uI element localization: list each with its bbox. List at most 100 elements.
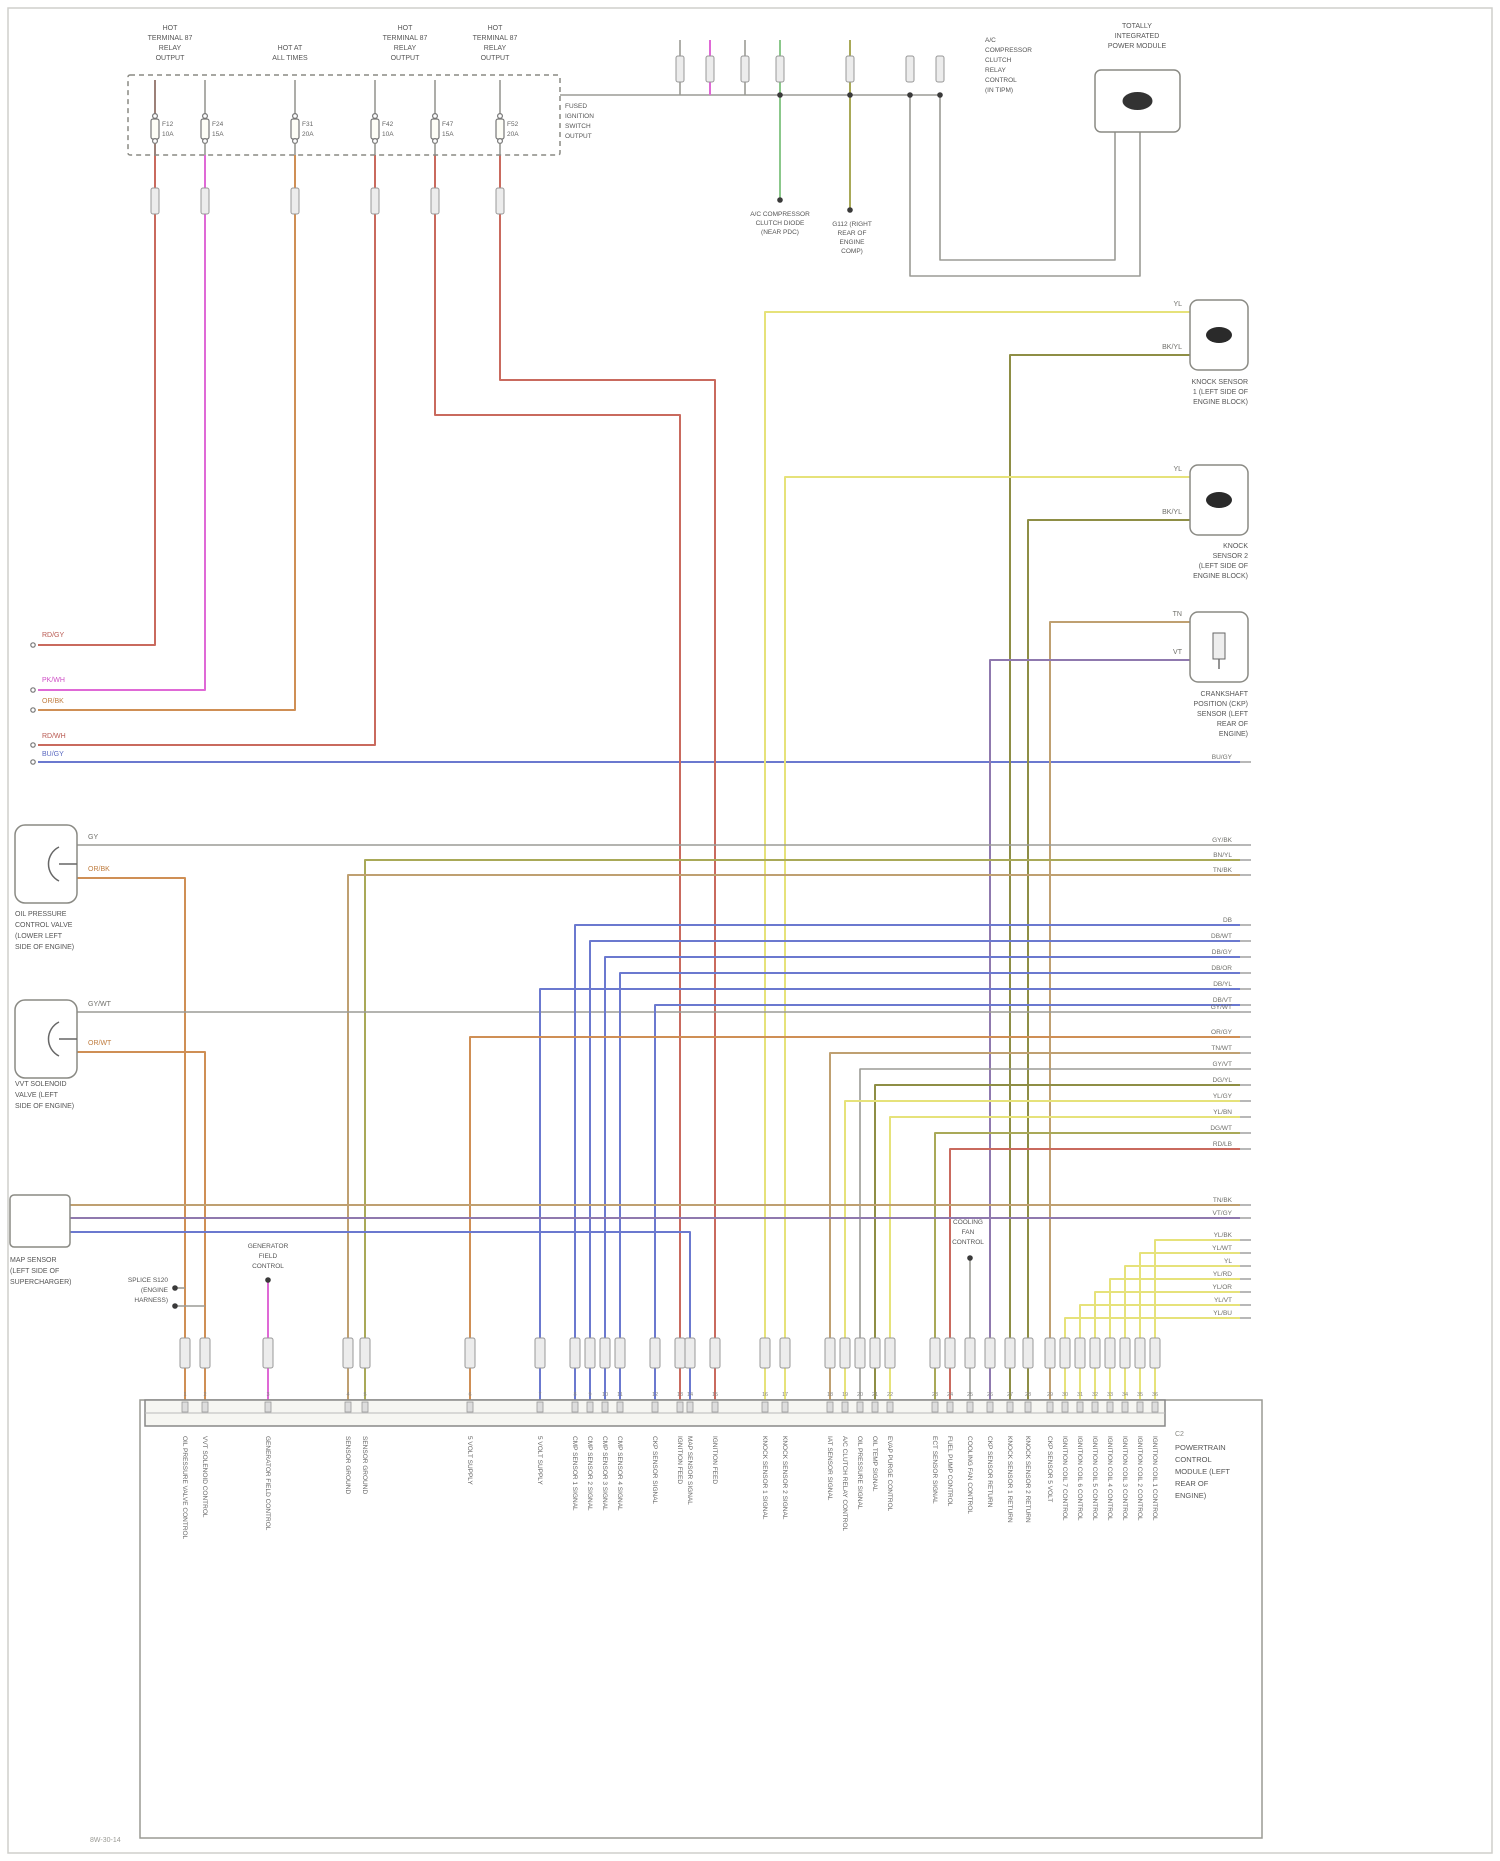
pcm-pin-number: 2 [203,1392,206,1398]
inline-connector [839,1337,851,1369]
inline-connector [1089,1337,1101,1369]
wire-color-label: OR/GY [1211,1029,1233,1036]
fuse-number: F42 [382,121,394,128]
wire-color-label: GY/WT [1211,1004,1232,1011]
component-label: OUTPUT [565,133,592,140]
component-label: TOTALLY [1122,23,1152,30]
wire [934,1132,1240,1400]
component-label: VVT SOLENOID [15,1081,67,1088]
inline-connector [290,187,300,215]
component-label: GENERATOR [248,1243,289,1250]
valve-icon [47,846,60,882]
pcm-pin-number: 6 [468,1392,471,1398]
component-label: (ENGINE [141,1287,169,1294]
pcm-pin [651,1401,659,1413]
wire-color-label: PK/WH [42,677,65,684]
pcm-pin [966,1401,974,1413]
component-label: REAR OF [1217,721,1248,728]
pcm-pin-function: IGNITION COIL 4 CONTROL [1106,1436,1113,1521]
component-label: SENSOR (LEFT [1197,711,1249,718]
inline-connector [684,1337,696,1369]
component-label: OUTPUT [156,55,186,62]
wire-color-label: RD/LB [1213,1141,1232,1148]
pcm-pin [344,1401,352,1413]
component-label: HOT [163,25,179,32]
pcm-pin-function: A/C CLUTCH RELAY CONTROL [841,1436,848,1531]
component-label: ENGINE BLOCK) [1193,399,1248,406]
fuse-number: F12 [162,121,174,128]
pcm-pin-number: 5 [363,1392,366,1398]
pcm-pin [536,1401,544,1413]
pcm-pin-number: 25 [967,1392,973,1398]
pcm-pin-function: OIL PRESSURE SIGNAL [856,1436,863,1510]
component-label: SUPERCHARGER) [10,1279,71,1286]
wire [909,95,1141,277]
wire-color-label: BK/YL [1162,509,1182,516]
fuse-rating: 20A [507,131,519,138]
component-label: RELAY [985,67,1006,74]
inline-connector [740,55,750,83]
pcm-pin-function: MAP SENSOR SIGNAL [686,1436,693,1505]
connector-pin [30,642,36,648]
junction-dot [777,197,783,203]
pcm-pin-number: 23 [932,1392,938,1398]
wire-color-label: BN/YL [1213,852,1232,859]
inline-connector [534,1337,546,1369]
pcm-pin [676,1401,684,1413]
pcm-pin [586,1401,594,1413]
component-label: (IN TIPM) [985,87,1013,94]
wire [619,972,1240,1400]
wire-color-label: VT/GY [1212,1210,1232,1217]
inline-connector [430,187,440,215]
pcm-pin-number: 11 [617,1392,623,1398]
component-label: HOT [488,25,504,32]
wire-color-label: YL [1224,1258,1232,1265]
pcm-pin [871,1401,879,1413]
pcm-pin-number: 9 [588,1392,591,1398]
component-label: OUTPUT [391,55,421,62]
component-label: CONTROL [1175,1455,1212,1464]
component-label: TERMINAL 87 [473,35,518,42]
pcm-pin-function: SENSOR GROUND [361,1436,368,1494]
wire-color-label: OR/WT [88,1040,112,1047]
wire-color-label: DB/GY [1212,949,1233,956]
wire [38,80,156,646]
fuse-body [150,118,160,140]
junction-dot [907,92,913,98]
pcm-pin-function: KNOCK SENSOR 1 RETURN [1006,1436,1013,1523]
component-label: OUTPUT [481,55,511,62]
wire [38,155,296,711]
connector-pin [30,742,36,748]
inline-connector [674,1337,686,1369]
component-label: RELAY [159,45,182,52]
wire-color-label: TN [1173,611,1182,618]
pcm-pin [1061,1401,1069,1413]
inline-connector [779,1337,791,1369]
inline-connector [709,1337,721,1369]
wire [434,155,681,1400]
wire [1049,621,1190,1400]
connector-pin [30,707,36,713]
wire-color-label: GY/BK [1212,837,1233,844]
wire-color-label: DG/YL [1212,1077,1232,1084]
component-label: COMPRESSOR [985,47,1032,54]
pcm-pin-number: 12 [652,1392,658,1398]
wire-color-label: YL/BK [1214,1232,1233,1239]
component-label: VALVE (LEFT [15,1092,59,1099]
component-label: OIL PRESSURE [15,911,67,918]
inline-connector [342,1337,354,1369]
inline-connector [944,1337,956,1369]
component-label: SIDE OF ENGINE) [15,944,74,951]
pcm-pin [201,1401,209,1413]
wire-color-label: DG/WT [1210,1125,1232,1132]
wire-color-label: GY/VT [1212,1061,1232,1068]
component-label: POSITION (CKP) [1194,701,1248,708]
pcm-pin [1076,1401,1084,1413]
wire [574,924,1240,1400]
inline-connector [495,187,505,215]
pcm-pin-function: IGNITION COIL 2 CONTROL [1136,1436,1143,1521]
pcm-pin-number: 29 [1047,1392,1053,1398]
pcm-pin [1006,1401,1014,1413]
wire [604,956,1240,1400]
fuse-rating: 15A [212,131,224,138]
